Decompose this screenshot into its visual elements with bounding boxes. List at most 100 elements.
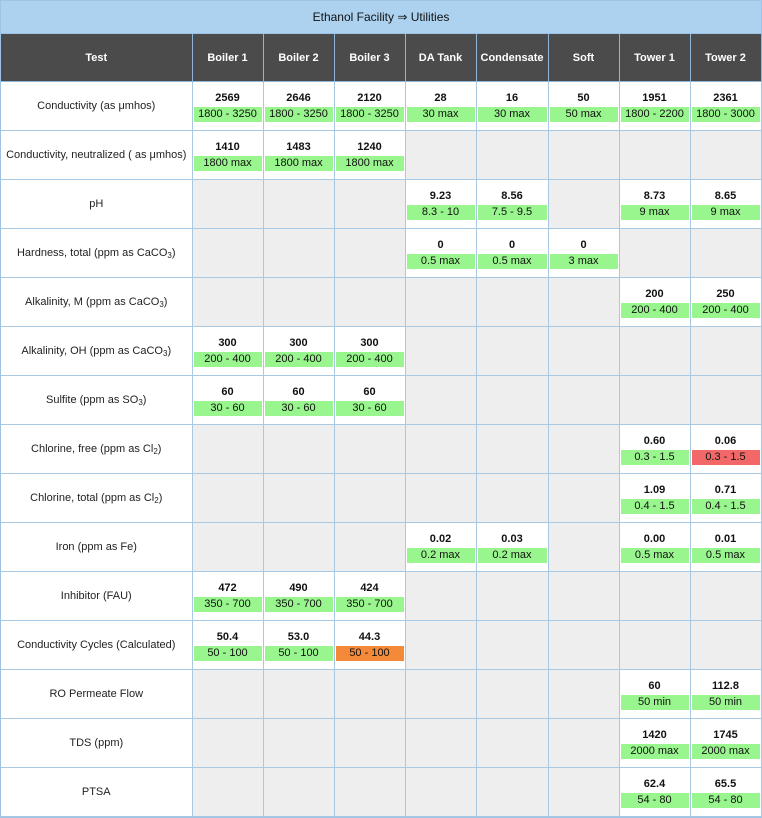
result-cell-tower-2[interactable]: 0.01 0.5 max [690,522,762,572]
column-header-condensate[interactable]: Condensate [476,34,549,82]
empty-cell-soft [548,620,620,670]
result-cell-tower-1[interactable]: 62.4 54 - 80 [619,767,691,817]
result-cell-tower-1[interactable]: 1.09 0.4 - 1.5 [619,473,691,523]
test-name-cell: Sulfite (ppm as SO3) [1,375,193,425]
empty-cell-condensate [476,130,549,180]
empty-cell-soft [548,179,620,229]
result-cell-tower-2[interactable]: 112.8 50 min [690,669,762,719]
result-cell-tower-1[interactable]: 60 50 min [619,669,691,719]
result-cell-tower-1[interactable]: 0.60 0.3 - 1.5 [619,424,691,474]
test-name-cell: Iron (ppm as Fe) [1,522,193,572]
result-value: 1745 [713,728,738,741]
column-header-boiler-1[interactable]: Boiler 1 [192,34,264,82]
test-name-subscript: 3 [162,349,168,358]
test-name-label: RO Permeate Flow [49,688,144,700]
result-cell-boiler-2[interactable]: 60 30 - 60 [263,375,335,425]
result-cell-boiler-1[interactable]: 472 350 - 700 [192,571,264,621]
range-badge-ok: 50 - 100 [193,645,262,661]
table-row: Sulfite (ppm as SO3) 60 30 - 60 60 30 - 60 60… [1,375,762,425]
result-cell-da-tank[interactable]: 0 0.5 max [405,228,477,278]
column-header-boiler-2[interactable]: Boiler 2 [263,34,335,82]
test-name-label: Conductivity, neutralized ( as μmhos) [6,149,187,161]
result-cell-condensate[interactable]: 16 30 max [476,81,549,131]
result-cell-tower-2[interactable]: 0.71 0.4 - 1.5 [690,473,762,523]
result-cell-boiler-1[interactable]: 2569 1800 - 3250 [192,81,264,131]
result-cell-boiler-3[interactable]: 424 350 - 700 [334,571,406,621]
empty-cell-boiler-2 [263,669,335,719]
result-cell-tower-2[interactable]: 1745 2000 max [690,718,762,768]
empty-cell-da-tank [405,669,477,719]
result-cell-da-tank[interactable]: 0.02 0.2 max [405,522,477,572]
result-cell-condensate[interactable]: 0.03 0.2 max [476,522,549,572]
result-cell-soft[interactable]: 50 50 max [548,81,620,131]
range-badge-ok: 0.3 - 1.5 [620,449,689,465]
column-header-soft[interactable]: Soft [548,34,620,82]
result-cell-tower-2[interactable]: 2361 1800 - 3000 [690,81,762,131]
result-cell-tower-1[interactable]: 1951 1800 - 2200 [619,81,691,131]
result-cell-condensate[interactable]: 8.56 7.5 - 9.5 [476,179,549,229]
test-name-subscript: 2 [153,447,158,456]
result-cell-tower-1[interactable]: 0.00 0.5 max [619,522,691,572]
test-name-cell: RO Permeate Flow [1,669,193,719]
empty-cell-boiler-3 [334,718,406,768]
test-name-subscript: 3 [167,251,172,260]
empty-cell-condensate [476,473,549,523]
column-header-da-tank[interactable]: DA Tank [405,34,477,82]
result-cell-tower-2[interactable]: 250 200 - 400 [690,277,762,327]
result-cell-boiler-2[interactable]: 1483 1800 max [263,130,335,180]
empty-cell-boiler-3 [334,669,406,719]
result-cell-boiler-2[interactable]: 300 200 - 400 [263,326,335,376]
result-cell-boiler-2[interactable]: 490 350 - 700 [263,571,335,621]
result-cell-boiler-1[interactable]: 50.4 50 - 100 [192,620,264,670]
result-cell-boiler-2[interactable]: 2646 1800 - 3250 [263,81,335,131]
result-cell-da-tank[interactable]: 9.23 8.3 - 10 [405,179,477,229]
table-row: Conductivity (as μmhos) 2569 1800 - 3250 26… [1,81,762,131]
result-cell-soft[interactable]: 0 3 max [548,228,620,278]
result-value: 8.65 [714,189,737,202]
result-value: 2120 [357,91,382,104]
result-cell-tower-1[interactable]: 200 200 - 400 [619,277,691,327]
column-header-boiler-3[interactable]: Boiler 3 [334,34,406,82]
column-header-tower-1[interactable]: Tower 1 [619,34,691,82]
result-cell-boiler-2[interactable]: 53.0 50 - 100 [263,620,335,670]
result-value: 50 [577,91,590,104]
empty-cell-boiler-3 [334,424,406,474]
result-cell-tower-2[interactable]: 8.65 9 max [690,179,762,229]
result-cell-da-tank[interactable]: 28 30 max [405,81,477,131]
result-cell-boiler-3[interactable]: 1240 1800 max [334,130,406,180]
result-cell-boiler-3[interactable]: 60 30 - 60 [334,375,406,425]
result-value: 62.4 [643,777,666,790]
result-cell-tower-2[interactable]: 65.5 54 - 80 [690,767,762,817]
result-cell-boiler-1[interactable]: 300 200 - 400 [192,326,264,376]
result-cell-boiler-1[interactable]: 60 30 - 60 [192,375,264,425]
empty-cell-condensate [476,767,549,817]
test-name-cell: Alkalinity, M (ppm as CaCO3) [1,277,193,327]
column-header-tower-2[interactable]: Tower 2 [690,34,762,82]
result-value: 1951 [642,91,667,104]
empty-cell-soft [548,718,620,768]
result-cell-tower-1[interactable]: 1420 2000 max [619,718,691,768]
empty-cell-boiler-1 [192,718,264,768]
column-header-test[interactable]: Test [1,34,193,82]
range-badge-ok: 1800 max [335,155,404,171]
test-results-table: Test Boiler 1 Boiler 2 Boiler 3 DA Tank … [1,34,762,817]
range-badge-ok: 0.5 max [477,253,547,269]
empty-cell-tower-1 [619,375,691,425]
result-cell-boiler-1[interactable]: 1410 1800 max [192,130,264,180]
result-cell-tower-2[interactable]: 0.06 0.3 - 1.5 [690,424,762,474]
result-cell-boiler-3[interactable]: 2120 1800 - 3250 [334,81,406,131]
empty-cell-da-tank [405,130,477,180]
result-cell-tower-1[interactable]: 8.73 9 max [619,179,691,229]
result-cell-boiler-3[interactable]: 300 200 - 400 [334,326,406,376]
empty-cell-da-tank [405,375,477,425]
test-name-cell: Hardness, total (ppm as CaCO3) [1,228,193,278]
range-badge-ok: 7.5 - 9.5 [477,204,547,220]
range-badge-ok: 9 max [620,204,689,220]
empty-cell-condensate [476,326,549,376]
range-badge-ok: 30 max [477,106,547,122]
result-cell-boiler-3[interactable]: 44.3 50 - 100 [334,620,406,670]
test-name-label: Hardness, total (ppm as CaCO [16,247,168,259]
empty-cell-da-tank [405,473,477,523]
result-cell-condensate[interactable]: 0 0.5 max [476,228,549,278]
